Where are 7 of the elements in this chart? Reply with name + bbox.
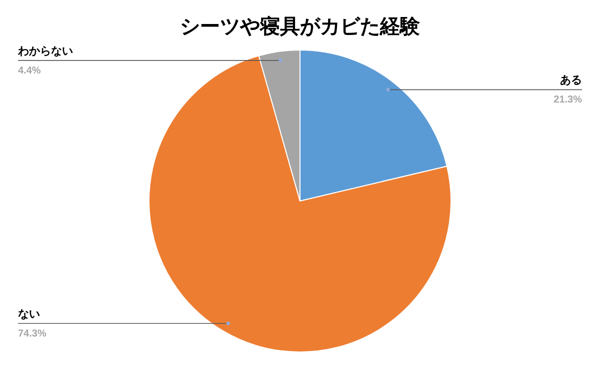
data-label: 21.3%	[554, 94, 582, 106]
chart-title: シーツや寝具がカビた経験	[180, 15, 421, 38]
data-label: 4.4%	[18, 65, 41, 76]
slice-label: ない	[18, 308, 40, 320]
slice-label: わからない	[17, 45, 73, 58]
slice-label: ある	[560, 74, 582, 87]
data-label: 74.3%	[18, 328, 46, 340]
